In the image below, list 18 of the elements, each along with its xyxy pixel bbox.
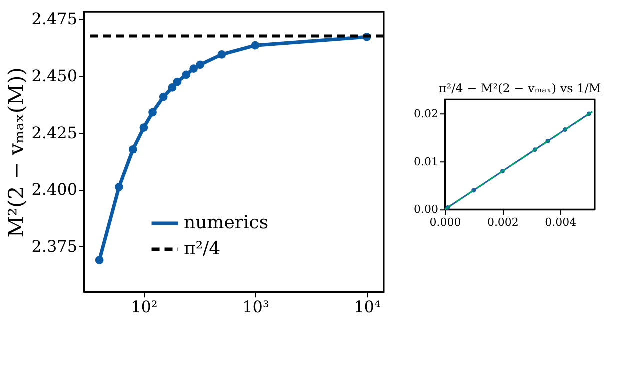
- x-tick-label: 10³: [242, 298, 270, 317]
- y-tick-label: 2.475: [32, 9, 78, 28]
- y-tick-label: 0.00: [414, 203, 438, 216]
- y-axis-title: M²(2 − vₘₐₓ(M)): [4, 68, 29, 238]
- x-tick-label: 10²: [131, 298, 158, 317]
- legend-label: numerics: [184, 212, 269, 234]
- x-tick-label: 0.004: [545, 216, 577, 230]
- legend-label: π²/4: [184, 238, 221, 260]
- x-tick-label: 0.000: [430, 216, 462, 230]
- chart-title: π²/4 − M²(2 − vₘₐₓ) vs 1/M: [438, 82, 602, 96]
- x-tick-label: 0.002: [487, 216, 519, 230]
- y-tick-label: 2.425: [32, 123, 78, 142]
- y-tick-label: 2.375: [32, 237, 78, 256]
- x-tick-label: 10⁴: [354, 298, 381, 317]
- y-tick-label: 0.02: [414, 107, 438, 120]
- y-tick-label: 2.400: [32, 180, 78, 200]
- y-tick-label: 2.450: [32, 66, 78, 86]
- y-tick-label: 0.01: [414, 155, 438, 168]
